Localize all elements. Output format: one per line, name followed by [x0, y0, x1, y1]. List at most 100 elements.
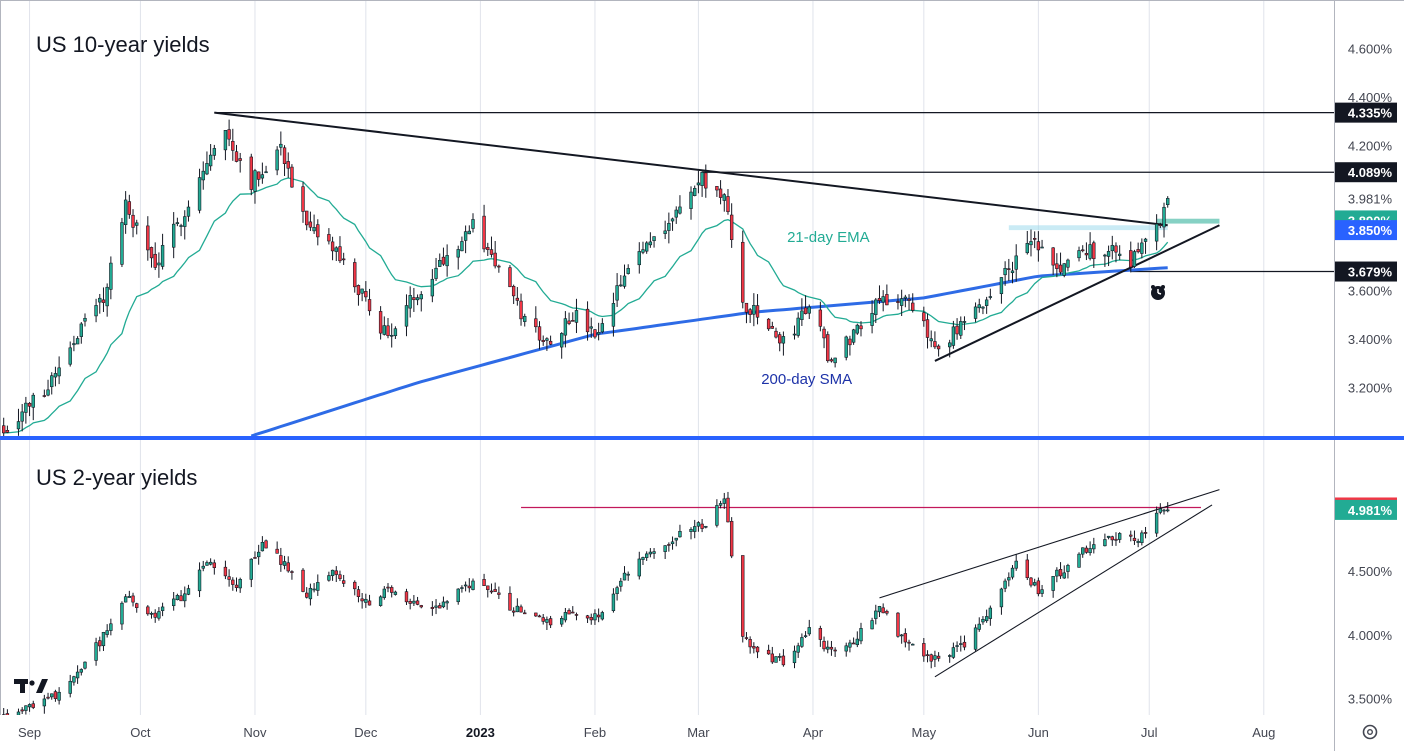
candle — [674, 537, 678, 547]
candle-body — [486, 247, 490, 250]
settings-gear-icon[interactable] — [1362, 724, 1378, 740]
candle — [574, 298, 579, 334]
candle-body — [778, 656, 782, 658]
candle-body — [818, 309, 823, 327]
candle-body — [98, 297, 102, 303]
price-marker[interactable]: 4.089% — [1335, 162, 1397, 183]
y-tick-label: 4.400% — [1348, 90, 1393, 105]
pane-separator[interactable] — [0, 436, 1404, 440]
candle — [105, 624, 109, 638]
candle-body — [822, 328, 826, 339]
candle-body — [1066, 565, 1070, 572]
candle-body — [1025, 243, 1029, 254]
candle-body — [596, 614, 601, 618]
price-marker[interactable]: 3.850% — [1335, 220, 1397, 241]
candle-body — [378, 311, 383, 334]
candle-body — [286, 161, 290, 169]
y-tick-label: 3.400% — [1348, 332, 1393, 347]
candle-body — [208, 561, 213, 565]
trendline[interactable] — [934, 224, 1220, 362]
candle-body — [75, 671, 80, 679]
candle — [1081, 547, 1085, 558]
candle — [1092, 537, 1096, 554]
candle-body — [1140, 242, 1144, 254]
candle-body — [807, 306, 811, 314]
candle — [1066, 563, 1070, 579]
tradingview-logo-icon[interactable] — [14, 679, 48, 693]
candle — [689, 527, 693, 540]
candle — [94, 298, 98, 323]
candle-body — [1040, 589, 1044, 594]
candle — [1132, 249, 1137, 268]
x-tick-label: Oct — [130, 725, 151, 740]
candle — [445, 244, 449, 277]
candle-body — [120, 602, 124, 625]
candle-body — [519, 300, 523, 320]
candle-body — [1077, 553, 1081, 568]
candle — [1088, 232, 1092, 261]
candle-body — [722, 194, 726, 201]
candle-body — [511, 610, 516, 613]
candle — [208, 558, 213, 566]
trendline[interactable] — [879, 489, 1220, 599]
price-marker[interactable]: 3.679% — [1335, 261, 1397, 282]
candle — [907, 294, 911, 311]
candle-body — [596, 332, 601, 335]
candle — [748, 636, 752, 654]
trendline[interactable] — [934, 504, 1213, 678]
candle — [482, 573, 486, 587]
candle-body — [1154, 223, 1159, 242]
candle-body — [382, 588, 386, 598]
candle — [1084, 545, 1089, 554]
candle — [1092, 240, 1096, 268]
candle — [334, 246, 338, 262]
candle — [508, 265, 512, 288]
candle — [256, 544, 261, 565]
candle-body — [212, 562, 217, 568]
candle-body — [445, 255, 449, 267]
price-marker[interactable]: 4.981% — [1335, 499, 1397, 520]
candle — [467, 578, 471, 593]
candle — [264, 539, 268, 549]
price-marker[interactable]: 4.335% — [1335, 102, 1397, 123]
candle-body — [312, 588, 316, 591]
candle — [1051, 575, 1055, 598]
trendline[interactable] — [214, 111, 1168, 227]
candle — [360, 593, 364, 609]
candle — [1129, 241, 1133, 273]
candle — [68, 674, 72, 698]
candle — [615, 585, 619, 601]
candle — [153, 242, 157, 271]
alarm-clock-icon[interactable] — [1151, 285, 1165, 300]
candle — [249, 558, 253, 588]
candle-body — [231, 140, 235, 151]
candle — [1143, 526, 1148, 539]
x-tick-label: Jul — [1141, 725, 1158, 740]
candle — [951, 642, 956, 659]
candle-body — [412, 297, 416, 301]
candle — [79, 668, 83, 676]
candle-body — [24, 705, 28, 711]
candle — [822, 326, 826, 349]
candle-body — [1140, 532, 1144, 543]
candle — [663, 545, 667, 559]
candle-body — [744, 302, 749, 313]
candle — [885, 284, 889, 306]
candle — [648, 232, 653, 248]
candle-body — [149, 613, 154, 615]
candle — [652, 548, 656, 559]
x-tick-label: 2023 — [466, 725, 495, 740]
candle-body — [101, 299, 106, 303]
candle-body — [1088, 244, 1092, 259]
candle-body — [829, 359, 834, 362]
candle — [644, 551, 649, 561]
candle-body — [718, 188, 723, 198]
candle — [20, 707, 24, 714]
candle-body — [438, 605, 442, 609]
candle-body — [1158, 224, 1163, 226]
candle — [626, 264, 630, 275]
candle-body — [353, 581, 357, 590]
two-year-title: US 2-year yields — [36, 465, 197, 490]
candle-body — [20, 411, 24, 422]
